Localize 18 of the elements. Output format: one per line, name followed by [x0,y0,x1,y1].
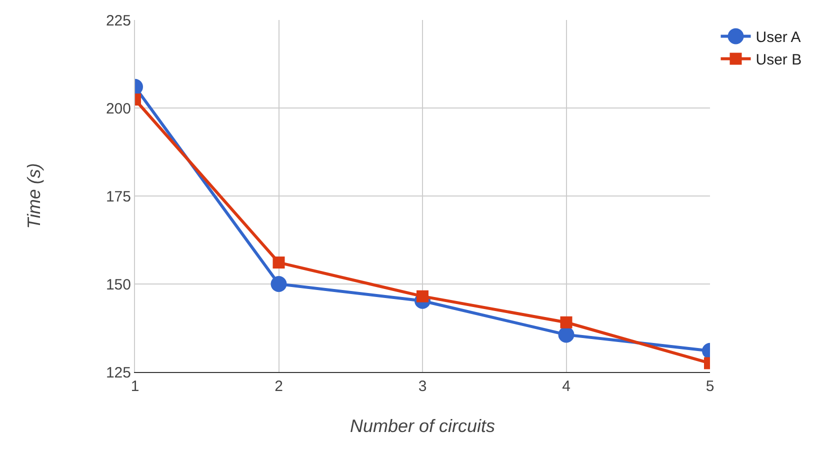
x-tick-label: 2 [274,378,283,395]
point [272,256,285,269]
y-tick-label: 225 [106,12,131,30]
legend-label: User A [756,29,801,46]
x-tick-label: 4 [562,378,570,395]
x-tick-label: 3 [418,378,427,395]
y-tick-label: 150 [106,276,131,294]
y-tick-label: 200 [106,100,131,118]
y-tick-label: 175 [106,188,131,206]
legend-label: User B [756,52,802,69]
x-tick-label: 5 [706,378,714,395]
y-tick-label: 125 [106,364,131,382]
point [270,276,287,292]
y-axis-title: Time (s) [24,163,44,229]
point [560,316,572,328]
x-tick-label: 1 [130,378,140,395]
x-axis-title: Number of circuits [350,416,496,436]
point [558,326,574,343]
